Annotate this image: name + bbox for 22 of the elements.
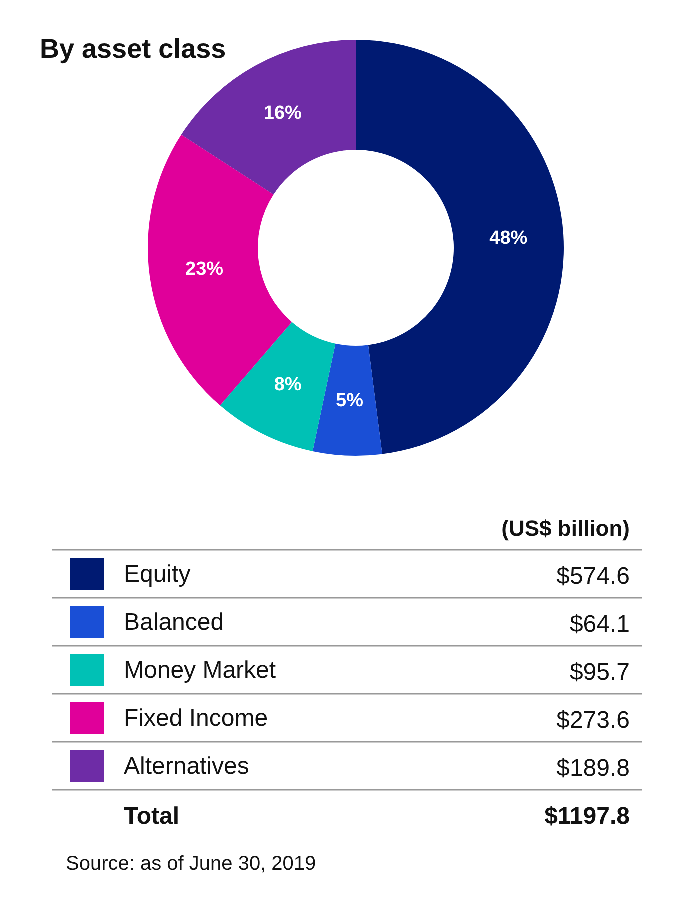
text: 5% (336, 390, 364, 412)
legend-label: Fixed Income (124, 705, 268, 732)
legend-title: (US$ billion) (502, 516, 630, 541)
legend-label: Balanced (124, 609, 224, 636)
text: 48% (490, 228, 528, 249)
text: $1197.8 (544, 803, 630, 830)
data-label: $574.6 (556, 563, 630, 590)
legend-label: Alternatives (124, 753, 250, 780)
donut-slice (220, 322, 336, 452)
donut-slice (312, 344, 382, 456)
data-label: $273.6 (556, 707, 630, 734)
text: 23% (186, 259, 224, 280)
data-label: $95.7 (570, 659, 630, 686)
legend-label: Equity (124, 561, 191, 588)
source-note: Source: as of June 30, 2019 (66, 853, 316, 875)
data-label: $64.1 (570, 611, 630, 638)
text: 16% (264, 103, 302, 124)
chart-title: By asset class (40, 34, 226, 64)
legend-label: Money Market (124, 657, 276, 684)
text: Total (124, 803, 180, 830)
text: 8% (274, 374, 302, 396)
data-label: $189.8 (556, 755, 630, 782)
